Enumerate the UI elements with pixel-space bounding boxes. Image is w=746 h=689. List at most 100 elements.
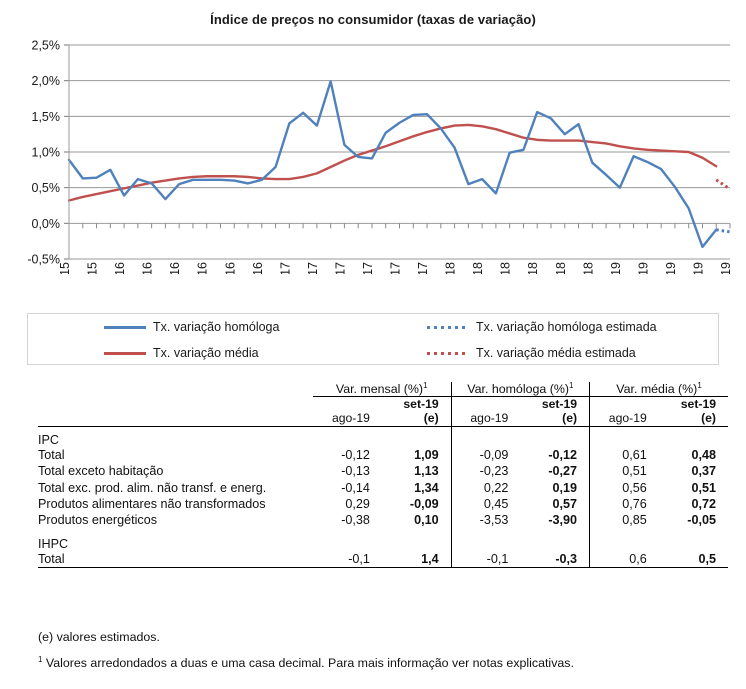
x-axis-tick-label: mai-18 bbox=[499, 262, 513, 274]
cell-media-prev: 0,61 bbox=[589, 446, 659, 464]
cell-mensal-prev: -0,12 bbox=[341, 447, 370, 462]
cell-homologa-curr: -0,3 bbox=[555, 551, 578, 566]
legend-line-marker-red-dotted bbox=[426, 348, 469, 359]
cell-mensal-curr: 0,10 bbox=[414, 513, 439, 528]
line-chart: 2,5% 2,0% 1,5% 1,0% 0,5% 0,0% -0,5% set-15 nov-… bbox=[0, 34, 746, 275]
x-axis-tick-label: jan-17 bbox=[278, 262, 292, 274]
table-section-title-row: IHPC bbox=[38, 536, 728, 551]
table-row: Total exc. prod. alim. não transf. e ene… bbox=[38, 479, 728, 496]
cell-media-curr: 0,37 bbox=[691, 464, 716, 479]
subheader-curr-3: set-19 (e) bbox=[680, 397, 716, 426]
x-axis-tick-label: set-15 bbox=[58, 262, 72, 274]
table-row: Total -0,12 1,09 -0,09 -0,12 0,61 0,48 bbox=[38, 446, 728, 464]
cell-homologa-curr: -0,12 bbox=[548, 447, 578, 462]
cell-homologa-prev: 0,22 bbox=[450, 479, 521, 496]
legend-line-marker-red-solid bbox=[104, 348, 146, 359]
cell-homologa-prev: -0,1 bbox=[450, 550, 521, 568]
x-axis-tick-label: mai-17 bbox=[333, 262, 347, 274]
footnote-marker: 1 bbox=[38, 655, 43, 665]
cell-homologa-prev: -0,09 bbox=[450, 446, 521, 464]
subheader-curr-1: set-19 (e) bbox=[403, 397, 439, 426]
legend-label: Tx. variação média bbox=[153, 346, 259, 360]
table-section-title-row: IPC bbox=[38, 432, 728, 447]
chart-x-axis-ticks bbox=[68, 223, 731, 229]
group-header-3: Var. média (%)1 bbox=[589, 381, 728, 397]
subheader-prev-3: ago-19 bbox=[589, 396, 659, 427]
group-header-2: Var. homóloga (%)1 bbox=[450, 381, 590, 397]
cell-mensal-prev: -0,38 bbox=[341, 513, 370, 528]
x-axis-tick-label: nov-18 bbox=[581, 262, 595, 274]
x-axis-tick-label: mar-16 bbox=[141, 262, 155, 274]
x-axis-tick-label: jan-18 bbox=[444, 262, 458, 274]
x-axis-tick-label: mai-19 bbox=[664, 262, 678, 274]
x-axis-tick-label: set-18 bbox=[554, 262, 568, 274]
x-axis-tick-label: jan-16 bbox=[113, 262, 127, 274]
legend-line-marker-blue-solid bbox=[104, 322, 146, 333]
x-axis-tick-label: set-16 bbox=[223, 262, 237, 274]
x-axis-tick-label: mai-16 bbox=[168, 262, 182, 274]
y-axis-tick-label: 0,5% bbox=[32, 181, 61, 195]
x-axis-tick-label: jul-16 bbox=[196, 262, 210, 274]
table-top-rule bbox=[38, 425, 728, 433]
series-line-media bbox=[67, 123, 718, 202]
cell-media-prev: 0,76 bbox=[589, 495, 659, 513]
table-sub-header-row: ago-19 set-19 (e) ago-19 set-19 (e) ago-19 set-… bbox=[38, 396, 728, 427]
legend-item-media-estimada[interactable]: Tx. variação média estimada bbox=[426, 346, 718, 360]
legend-item-homologa-estimada[interactable]: Tx. variação homóloga estimada bbox=[426, 320, 718, 334]
footnote-rounding: 1 Valores arredondados a duas e uma casa… bbox=[38, 654, 738, 673]
legend-item-media[interactable]: Tx. variação média bbox=[28, 346, 427, 360]
legend-row: Tx. variação média Tx. variação média es… bbox=[28, 340, 718, 366]
table: Var. mensal (%)1 Var. homóloga (%)1 Var. m… bbox=[38, 381, 728, 570]
table-row: Total -0,1 1,4 -0,1 -0,3 0,6 0,5 bbox=[38, 550, 728, 568]
chart-title: Índice de preços no consumidor (taxas de… bbox=[210, 12, 536, 27]
table-group-header-row: Var. mensal (%)1 Var. homóloga (%)1 Var. m… bbox=[38, 381, 728, 397]
cell-mensal-curr: 1,09 bbox=[414, 447, 439, 462]
section-title: IHPC bbox=[38, 536, 69, 551]
table-row: Produtos energéticos -0,38 0,10 -3,53 -3,90 0… bbox=[38, 512, 728, 529]
y-axis-tick-label: 0,0% bbox=[32, 217, 61, 231]
cell-mensal-prev: -0,13 bbox=[341, 464, 370, 479]
cell-media-prev: 0,85 bbox=[589, 512, 659, 529]
cell-mensal-curr: 1,13 bbox=[414, 464, 439, 479]
x-axis-tick-label: jul-17 bbox=[361, 262, 375, 274]
y-axis-tick-label: 1,0% bbox=[32, 146, 61, 160]
y-axis-tick-label: -0,5% bbox=[27, 253, 60, 267]
cell-homologa-curr: 0,57 bbox=[552, 496, 578, 511]
row-label: Total bbox=[38, 551, 65, 566]
section-title: IPC bbox=[38, 432, 59, 447]
table-row: Total exceto habitação -0,13 1,13 -0,23 -0,2… bbox=[38, 463, 728, 480]
chart-gridlines bbox=[64, 44, 730, 260]
x-axis-tick-label: jul-19 bbox=[691, 262, 705, 274]
x-axis-tick-label: mar-17 bbox=[306, 262, 320, 274]
cell-media-curr: -0,05 bbox=[687, 513, 716, 528]
row-label: Produtos energéticos bbox=[38, 513, 158, 528]
subheader-curr-2: set-19 (e) bbox=[541, 397, 578, 426]
table-section-spacer bbox=[38, 528, 728, 537]
x-axis-tick-label: jul-18 bbox=[526, 262, 540, 274]
chart-legend: Tx. variação homóloga Tx. variação homól… bbox=[27, 313, 719, 365]
chart-x-axis-labels: set-15 nov-15 jan-16 mar-16 mai-16 jul-16 set-… bbox=[58, 262, 733, 274]
x-axis-tick-label: mar-18 bbox=[471, 262, 485, 274]
cell-homologa-curr: 0,19 bbox=[552, 480, 578, 495]
legend-row: Tx. variação homóloga Tx. variação homól… bbox=[28, 314, 718, 340]
x-axis-tick-label: mar-19 bbox=[636, 262, 650, 274]
y-axis-tick-label: 1,5% bbox=[32, 110, 61, 124]
table-bottom-rule bbox=[38, 567, 728, 570]
footnote-estimated: (e) valores estimados. bbox=[38, 630, 160, 644]
table-corner-cell bbox=[38, 382, 313, 397]
row-label: Produtos alimentares não transformados bbox=[38, 496, 266, 511]
cell-homologa-curr: -0,27 bbox=[548, 464, 578, 479]
x-axis-tick-label: set-19 bbox=[719, 262, 733, 274]
legend-item-homologa[interactable]: Tx. variação homóloga bbox=[28, 320, 427, 334]
cell-homologa-curr: -3,90 bbox=[548, 513, 578, 528]
table-corner-cell bbox=[38, 397, 313, 427]
cell-homologa-prev: -3,53 bbox=[450, 512, 521, 529]
x-axis-tick-label: jan-19 bbox=[609, 262, 623, 274]
cell-mensal-prev: -0,14 bbox=[341, 480, 370, 495]
cell-homologa-prev: 0,45 bbox=[450, 495, 521, 513]
x-axis-tick-label: nov-15 bbox=[86, 262, 100, 274]
x-axis-tick-label: nov-16 bbox=[251, 262, 265, 274]
cell-mensal-curr: -0,09 bbox=[409, 496, 439, 511]
legend-label: Tx. variação média estimada bbox=[475, 346, 636, 360]
